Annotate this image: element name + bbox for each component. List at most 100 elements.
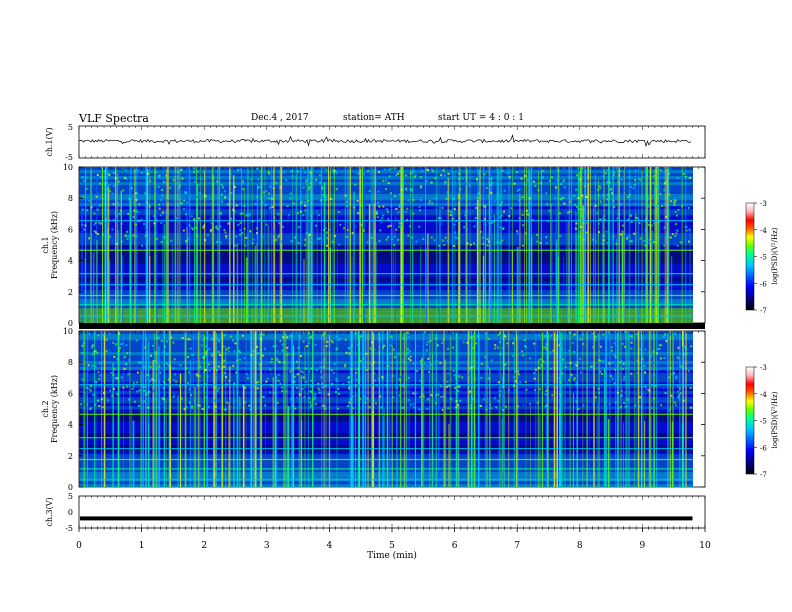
spectrogram-speckle [558, 212, 561, 215]
sferic-streak [519, 193, 521, 323]
spectrogram-speckle [232, 339, 235, 342]
spectrogram-speckle [495, 407, 498, 410]
spectrogram-speckle [118, 212, 121, 215]
sferic-streak [623, 167, 625, 323]
spectrogram-speckle [633, 183, 636, 186]
spectrogram-speckle [443, 408, 446, 411]
spectrogram-speckle [608, 403, 611, 406]
spectrogram-speckle [599, 200, 602, 203]
spectrogram-speckle [136, 210, 139, 213]
spectrogram-speckle [680, 359, 683, 362]
ch3-wave-ytick-bottom: -5 [65, 524, 73, 533]
x-tick-label: 5 [389, 541, 395, 551]
spectrogram-speckle [478, 172, 481, 175]
sferic-streak [364, 331, 367, 487]
spectrogram-speckle [296, 210, 299, 213]
spectrogram-speckle [654, 385, 657, 387]
spectrogram-speckle [413, 170, 416, 173]
spectrogram-speckle [322, 333, 325, 336]
spectrogram-speckle [205, 179, 208, 182]
spectrogram-speckle [426, 341, 429, 344]
sferic-streak [115, 167, 117, 323]
spectrogram-speckle [355, 371, 358, 374]
spectrogram-speckle [548, 180, 551, 183]
spectrogram-speckle [173, 373, 176, 376]
spectrogram-speckle [143, 365, 146, 368]
spectrogram-speckle [502, 227, 505, 230]
spectrogram-speckle [88, 408, 91, 411]
spectrogram-speckle [300, 370, 303, 373]
spectrogram-speckle [149, 380, 152, 383]
sferic-streak [141, 343, 143, 487]
spectrogram-speckle [142, 400, 145, 403]
spectrogram-speckle [660, 344, 663, 347]
spectrogram-speckle [591, 332, 594, 335]
spectrogram-speckle [621, 342, 624, 345]
spectrogram-speckle [360, 335, 363, 338]
spectrogram-speckle [129, 351, 131, 354]
spectrogram-band [79, 317, 693, 321]
spectrogram-speckle [112, 184, 115, 187]
sferic-streak [247, 167, 249, 323]
spectrogram-speckle [402, 337, 405, 340]
spectrogram-speckle [639, 396, 642, 399]
sferic-streak [594, 174, 596, 323]
colorbar-tick-label: -3 [760, 200, 767, 208]
sferic-streak [500, 167, 502, 323]
spectrogram-band [79, 376, 693, 380]
sferic-streak [292, 167, 293, 323]
spectrogram-speckle [337, 339, 340, 342]
spectrogram-speckle [545, 192, 548, 195]
spectrogram-speckle [302, 371, 304, 374]
spectrogram-speckle [239, 358, 242, 361]
spectrogram-speckle [193, 193, 196, 196]
spectrogram-speckle [490, 184, 493, 186]
spectrogram-speckle [630, 341, 633, 344]
sferic-streak [308, 233, 310, 323]
spectrogram-speckle [229, 399, 232, 402]
spectrogram-speckle [431, 168, 433, 171]
sferic-streak [477, 331, 480, 487]
spectrogram-speckle [488, 174, 490, 177]
spectrogram-speckle [140, 218, 143, 221]
spectrogram-band [79, 460, 693, 464]
spectrogram-speckle [443, 395, 445, 398]
spectrogram-speckle [268, 192, 271, 195]
spectrogram-speckle [149, 365, 152, 368]
spectrogram-speckle [395, 208, 398, 210]
spectrogram-speckle [256, 345, 258, 348]
spectrogram-speckle [688, 230, 691, 233]
spectrogram-speckle [526, 167, 529, 169]
sferic-streak [84, 331, 86, 487]
sferic-streak [303, 258, 305, 323]
spectrogram-speckle [310, 214, 312, 217]
spectrogram-speckle [673, 204, 676, 207]
spectrogram-speckle [344, 365, 347, 368]
spectrogram-speckle [419, 209, 421, 212]
sferic-streak [541, 331, 544, 487]
spectrogram-speckle [690, 406, 693, 409]
spectrogram-speckle [500, 214, 503, 217]
spectrogram-speckle [136, 192, 138, 194]
spectrogram-speckle [325, 198, 328, 201]
narrowband-line [79, 479, 693, 481]
spectrogram-speckle [160, 189, 163, 191]
spectrogram-speckle [504, 363, 507, 366]
sferic-streak [255, 242, 257, 323]
spectrogram-speckle [252, 393, 255, 396]
spectrogram-speckle [247, 377, 249, 380]
spectrogram-speckle [244, 244, 247, 247]
spectrogram-speckle [243, 355, 246, 358]
spectrogram-speckle [575, 188, 578, 191]
sferic-streak [245, 257, 248, 323]
spectrogram-speckle [597, 387, 600, 390]
spectrogram-speckle [676, 385, 679, 388]
spectrogram-speckle [372, 399, 375, 402]
spectrogram-speckle [398, 204, 401, 206]
spectrogram-speckle [286, 346, 289, 349]
spectrogram-speckle [556, 407, 558, 410]
spectrogram-speckle [497, 193, 500, 196]
sferic-streak [242, 385, 245, 487]
spectrogram-speckle [204, 368, 207, 371]
spectrogram-speckle [646, 173, 648, 176]
